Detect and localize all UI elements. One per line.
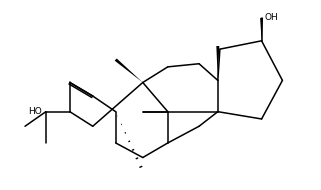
Polygon shape bbox=[115, 59, 143, 82]
Text: HO: HO bbox=[28, 107, 42, 116]
Polygon shape bbox=[216, 46, 219, 80]
Text: OH: OH bbox=[265, 13, 278, 22]
Polygon shape bbox=[260, 18, 263, 41]
